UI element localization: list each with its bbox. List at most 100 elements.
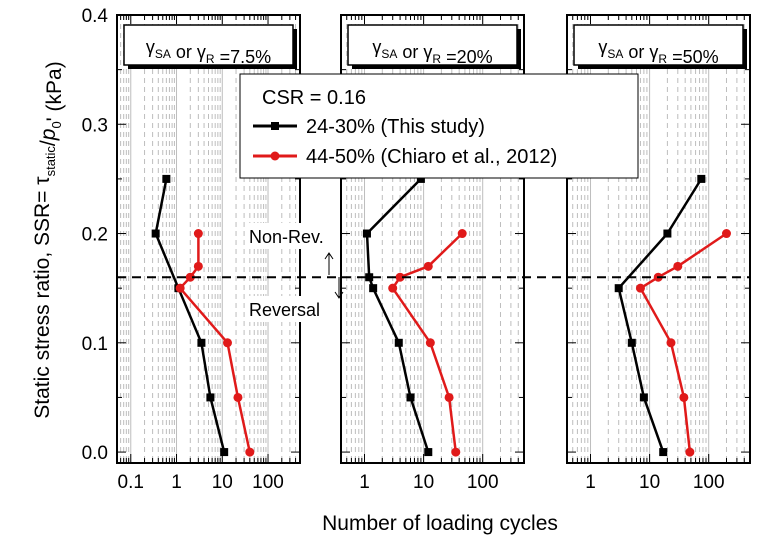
y-tick-label: 0.4 — [82, 6, 109, 27]
series-line-black — [617, 178, 703, 453]
data-point — [451, 447, 461, 457]
legend-marker-red — [270, 151, 280, 161]
x-tick-label: 0.1 — [118, 472, 144, 493]
data-point — [627, 338, 636, 347]
y-tick-label: 0.1 — [82, 334, 108, 355]
data-point — [685, 447, 695, 457]
y-axis: 0.0 0.1 0.2 0.3 0.4 — [82, 6, 750, 464]
title-text: =50% — [667, 47, 719, 67]
y-tick-label: 0.2 — [82, 225, 108, 246]
panel-title: γSA or γR =7.5% — [146, 37, 271, 67]
title-gamma: γ — [649, 42, 658, 62]
panel-title-box — [573, 24, 744, 66]
x-tick-label: 100 — [467, 472, 499, 493]
data-point — [369, 284, 378, 293]
x-axis-label: Number of loading cycles — [322, 512, 558, 535]
data-point — [233, 392, 243, 402]
threshold-annotation: Non-Rev. Reversal — [246, 223, 344, 322]
panel-title: γSA or γR =20% — [372, 37, 492, 67]
data-point — [206, 393, 215, 402]
title-subscript: R — [432, 52, 441, 66]
data-point — [193, 261, 203, 271]
data-point — [193, 229, 203, 239]
title-subscript: SA — [381, 47, 397, 61]
data-point — [679, 392, 689, 402]
non-rev-label: Non-Rev. — [249, 227, 324, 247]
title-text: =20% — [441, 47, 493, 67]
reversal-label-bg — [246, 296, 338, 322]
panel-frame — [340, 14, 525, 464]
x-tick-label: 1 — [585, 472, 596, 493]
title-gamma: γ — [197, 42, 206, 62]
y-label-part-tau-sub: static — [43, 146, 58, 177]
data-point — [365, 273, 374, 282]
title-text: =7.5% — [215, 47, 272, 67]
data-point — [362, 229, 371, 238]
title-text: or — [171, 42, 197, 62]
y-axis-label-text: Static stress ratio, SSR= τstatic/p0' (k… — [31, 61, 66, 418]
x-tick-label: 10 — [413, 472, 434, 493]
non-rev-label-bg — [246, 223, 336, 249]
data-point — [416, 174, 425, 183]
title-subscript: R — [206, 52, 215, 66]
data-point — [663, 229, 672, 238]
data-point — [721, 229, 731, 239]
data-point — [673, 261, 683, 271]
y-label-part-tau: τ — [31, 176, 54, 185]
title-gamma: γ — [372, 37, 381, 57]
reversal-label: Reversal — [249, 300, 320, 320]
arrow-down-head — [334, 291, 344, 299]
panel-title: γSA or γR =50% — [598, 37, 718, 67]
y-tick-label: 0.0 — [82, 443, 108, 464]
legend-box — [239, 73, 639, 179]
data-point — [639, 393, 648, 402]
data-point — [635, 283, 645, 293]
arrow-up-head — [324, 252, 334, 260]
legend-entry-red: 44-50% (Chiaro et al., 2012) — [306, 146, 557, 168]
data-point — [614, 284, 623, 293]
legend-entry-black: 24-30% (This study) — [306, 116, 485, 138]
x-tick-label: 100 — [693, 472, 725, 493]
data-point — [697, 174, 706, 183]
y-label-part-slash: / — [37, 140, 60, 146]
legend: CSR = 0.16 24-30% (This study) 44-50% (C… — [239, 73, 639, 179]
series-line-black — [154, 178, 226, 453]
x-tick-label: 100 — [252, 472, 284, 493]
data-point — [395, 272, 405, 282]
panel-title-box — [123, 24, 294, 66]
title-subscript: SA — [607, 47, 623, 61]
title-gamma: γ — [423, 42, 432, 62]
y-tick-label: 0.3 — [82, 115, 108, 136]
data-point — [394, 338, 403, 347]
data-point — [444, 392, 454, 402]
panel-title-box — [347, 24, 518, 66]
panel-frame — [566, 14, 751, 464]
title-gamma: γ — [598, 37, 607, 57]
data-point — [425, 338, 435, 348]
x-tick-label: 10 — [639, 472, 660, 493]
data-point — [175, 283, 185, 293]
data-point — [666, 338, 676, 348]
data-point — [185, 272, 195, 282]
data-point — [162, 174, 171, 183]
data-point — [457, 229, 467, 239]
title-gamma: γ — [146, 37, 155, 57]
data-point — [222, 338, 232, 348]
title-subscript: R — [658, 52, 667, 66]
x-tick-label: 1 — [359, 472, 370, 493]
y-label-part-a: Static stress ratio, SSR= — [31, 185, 54, 419]
data-point — [423, 261, 433, 271]
y-label-part-b: ' (kPa) — [43, 61, 66, 121]
data-point — [245, 447, 255, 457]
data-point — [406, 393, 415, 402]
data-point — [220, 448, 229, 457]
data-point — [424, 448, 433, 457]
data-point — [659, 448, 668, 457]
title-text: or — [623, 42, 649, 62]
data-point — [388, 283, 398, 293]
data-point — [197, 338, 206, 347]
y-label-part-p: p — [37, 129, 60, 142]
x-tick-label: 1 — [171, 472, 182, 493]
